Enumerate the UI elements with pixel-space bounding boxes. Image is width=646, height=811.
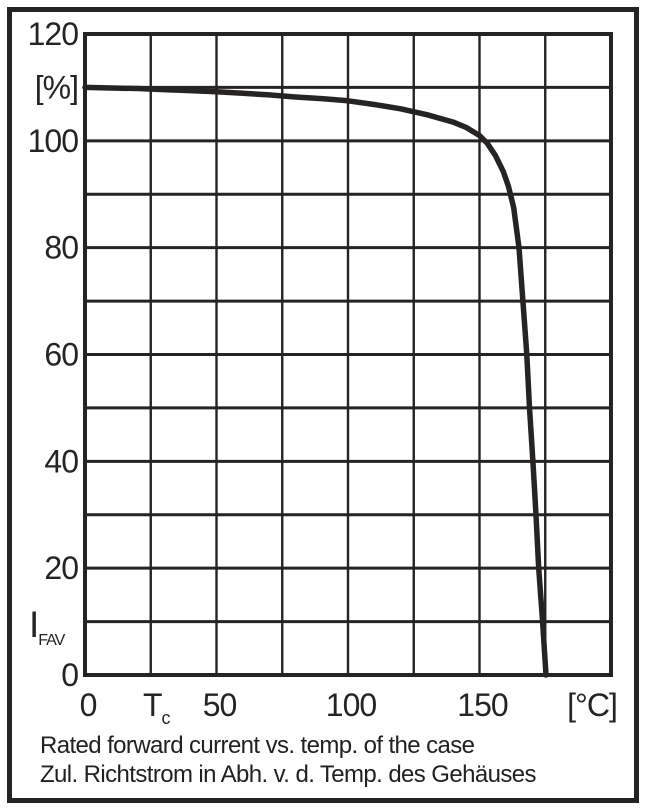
caption-line-english: Rated forward current vs. temp. of the c… xyxy=(40,732,475,759)
y-tick-label: 40 xyxy=(44,443,78,479)
caption-line-german: Zul. Richtstrom in Abh. v. d. Temp. des … xyxy=(40,761,536,788)
y-tick-label: 60 xyxy=(44,337,78,373)
y-axis-symbol-ifav: IFAV xyxy=(29,604,66,649)
y-tick-label: 120 xyxy=(28,16,79,52)
x-axis-unit-label: [°C] xyxy=(567,687,617,723)
x-tick-label: 0 xyxy=(80,687,97,723)
x-axis-symbol-tc: Tc xyxy=(143,687,171,728)
x-tick-label: 150 xyxy=(457,687,508,723)
chart-caption: Rated forward current vs. temp. of the c… xyxy=(40,731,606,789)
y-tick-label: 100 xyxy=(28,123,79,159)
plot-border xyxy=(83,32,613,677)
y-axis-unit-label: [%] xyxy=(35,69,78,105)
y-tick-label: 0 xyxy=(61,657,78,693)
derating-curve xyxy=(82,84,549,678)
x-tick-label: 50 xyxy=(203,687,237,723)
x-tick-label: 100 xyxy=(326,687,377,723)
y-tick-label: 80 xyxy=(44,230,78,266)
y-tick-label: 20 xyxy=(44,550,78,586)
